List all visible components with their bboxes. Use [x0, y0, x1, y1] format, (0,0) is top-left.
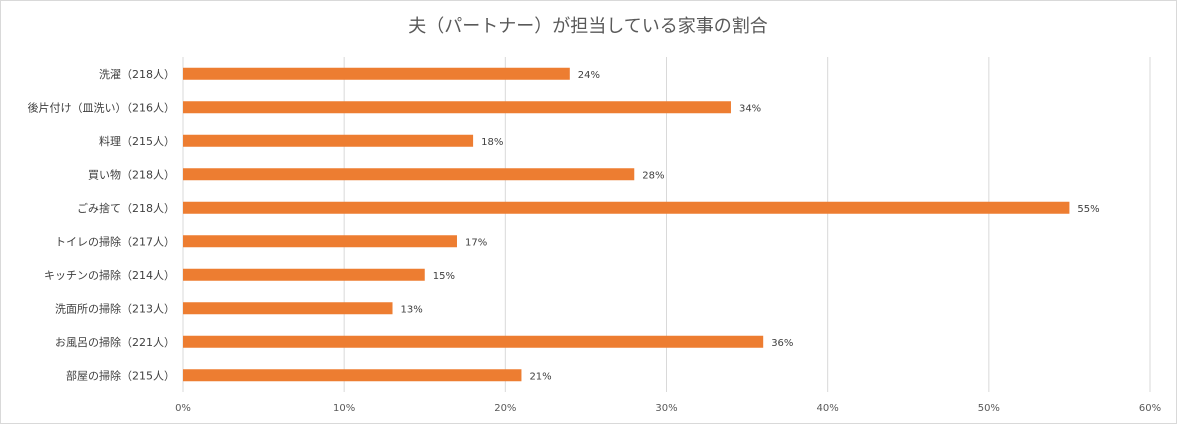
- category-label: 料理（215人）: [99, 134, 175, 148]
- bars: [183, 67, 1070, 382]
- bar: [183, 168, 635, 181]
- labels: 0% 10% 20% 30% 40% 50% 60% 洗濯（218人） 24% 後片付け（皿洗い）…: [28, 68, 1162, 414]
- data-label: 28%: [642, 170, 664, 181]
- x-tick-label: 20%: [494, 403, 516, 414]
- data-label: 21%: [529, 371, 551, 382]
- category-label: キッチンの掃除（214人）: [44, 268, 175, 282]
- category-label: 洗面所の掃除（213人）: [55, 301, 175, 315]
- data-label: 55%: [1077, 204, 1099, 215]
- x-tick-label: 40%: [817, 403, 839, 414]
- data-label: 15%: [433, 271, 455, 282]
- chart-title: 夫（パートナー）が担当している家事の割合: [408, 16, 767, 37]
- bar: [183, 369, 522, 382]
- data-label: 18%: [481, 137, 503, 148]
- data-label: 34%: [739, 103, 761, 114]
- category-label: 洗濯（218人）: [99, 68, 175, 81]
- bar: [183, 134, 474, 147]
- x-tick-label: 0%: [175, 403, 191, 414]
- category-label: 後片付け（皿洗い）（216人）: [28, 100, 176, 114]
- x-tick-label: 60%: [1139, 403, 1161, 414]
- category-label: ごみ捨て（218人）: [77, 201, 175, 215]
- data-label: 24%: [578, 70, 600, 81]
- category-label: 部屋の掃除（215人）: [66, 368, 175, 382]
- bar: [183, 302, 393, 315]
- x-tick-label: 50%: [978, 403, 1000, 414]
- data-label: 17%: [465, 237, 487, 248]
- bar: [183, 101, 731, 114]
- data-label: 13%: [401, 304, 423, 315]
- bar: [183, 268, 425, 281]
- x-tick-label: 10%: [333, 403, 355, 414]
- category-label: トイレの掃除（217人）: [55, 234, 175, 248]
- data-label: 36%: [771, 338, 793, 349]
- bar: [183, 201, 1070, 214]
- bar: [183, 235, 457, 248]
- bar: [183, 335, 764, 348]
- category-label: お風呂の掃除（221人）: [55, 335, 175, 349]
- x-tick-label: 30%: [655, 403, 677, 414]
- category-label: 買い物（218人）: [88, 167, 175, 181]
- bar: [183, 67, 570, 80]
